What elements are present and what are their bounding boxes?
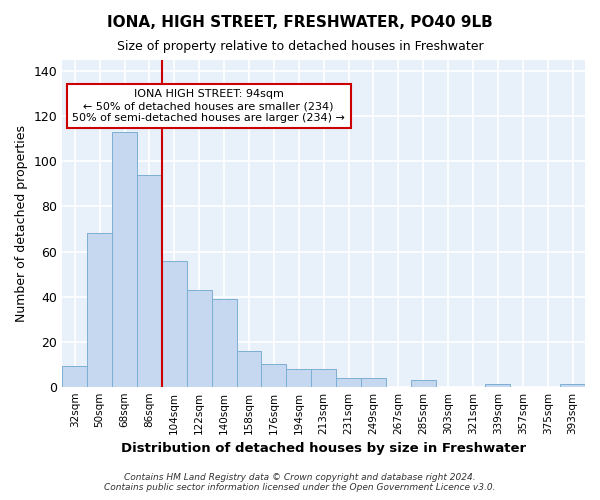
Y-axis label: Number of detached properties: Number of detached properties bbox=[15, 125, 28, 322]
Bar bbox=[212, 299, 236, 386]
Bar bbox=[560, 384, 585, 386]
X-axis label: Distribution of detached houses by size in Freshwater: Distribution of detached houses by size … bbox=[121, 442, 526, 455]
Bar bbox=[62, 366, 87, 386]
Bar bbox=[485, 384, 511, 386]
Bar bbox=[162, 260, 187, 386]
Bar bbox=[236, 350, 262, 386]
Text: IONA HIGH STREET: 94sqm
← 50% of detached houses are smaller (234)
50% of semi-d: IONA HIGH STREET: 94sqm ← 50% of detache… bbox=[72, 90, 345, 122]
Bar bbox=[286, 368, 311, 386]
Bar bbox=[262, 364, 286, 386]
Text: Size of property relative to detached houses in Freshwater: Size of property relative to detached ho… bbox=[116, 40, 484, 53]
Bar bbox=[87, 234, 112, 386]
Bar bbox=[361, 378, 386, 386]
Bar bbox=[187, 290, 212, 386]
Bar bbox=[311, 368, 336, 386]
Text: IONA, HIGH STREET, FRESHWATER, PO40 9LB: IONA, HIGH STREET, FRESHWATER, PO40 9LB bbox=[107, 15, 493, 30]
Bar bbox=[137, 175, 162, 386]
Bar bbox=[336, 378, 361, 386]
Bar bbox=[411, 380, 436, 386]
Text: Contains HM Land Registry data © Crown copyright and database right 2024.
Contai: Contains HM Land Registry data © Crown c… bbox=[104, 473, 496, 492]
Bar bbox=[112, 132, 137, 386]
